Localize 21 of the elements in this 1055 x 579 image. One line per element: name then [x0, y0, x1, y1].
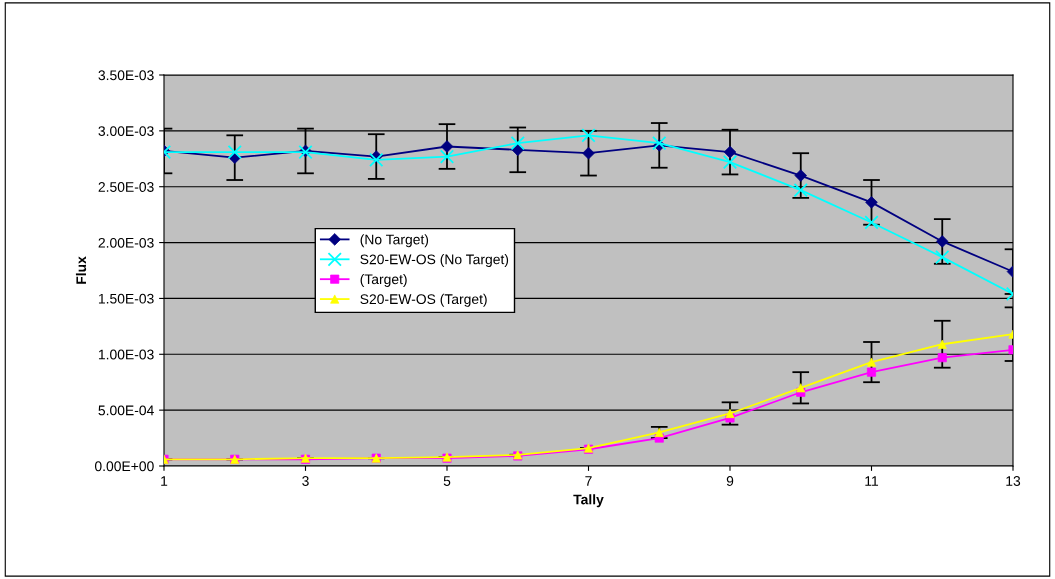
- legend-label: S20-EW-OS (Target): [360, 293, 487, 307]
- x-tick-label: 11: [865, 476, 879, 486]
- y-axis-title: Flux: [75, 256, 87, 284]
- x-tick-label: 1: [161, 476, 168, 486]
- y-tick-label: 0.00E+00: [94, 461, 154, 472]
- x-tick-label: 9: [726, 476, 734, 486]
- x-tick-label: 13: [1006, 476, 1021, 486]
- y-tick-label: 2.50E-03: [98, 182, 154, 192]
- x-tick-label: 3: [302, 476, 309, 486]
- y-tick-label: 3.00E-03: [98, 126, 154, 137]
- legend-label: S20-EW-OS (No Target): [360, 254, 509, 268]
- y-tick-label: 5.00E-04: [98, 405, 154, 416]
- y-tick-label: 3.50E-03: [98, 70, 154, 81]
- y-tick-label: 1.00E-03: [98, 349, 154, 360]
- y-tick-label: 2.00E-03: [98, 237, 154, 248]
- legend-label: (No Target): [360, 234, 429, 248]
- x-tick-label: 5: [443, 476, 451, 486]
- y-tick-label: 1.50E-03: [98, 293, 154, 304]
- x-axis-title: Tally: [573, 494, 604, 508]
- x-tick-label: 7: [585, 476, 592, 486]
- legend-label: (Target): [360, 273, 407, 287]
